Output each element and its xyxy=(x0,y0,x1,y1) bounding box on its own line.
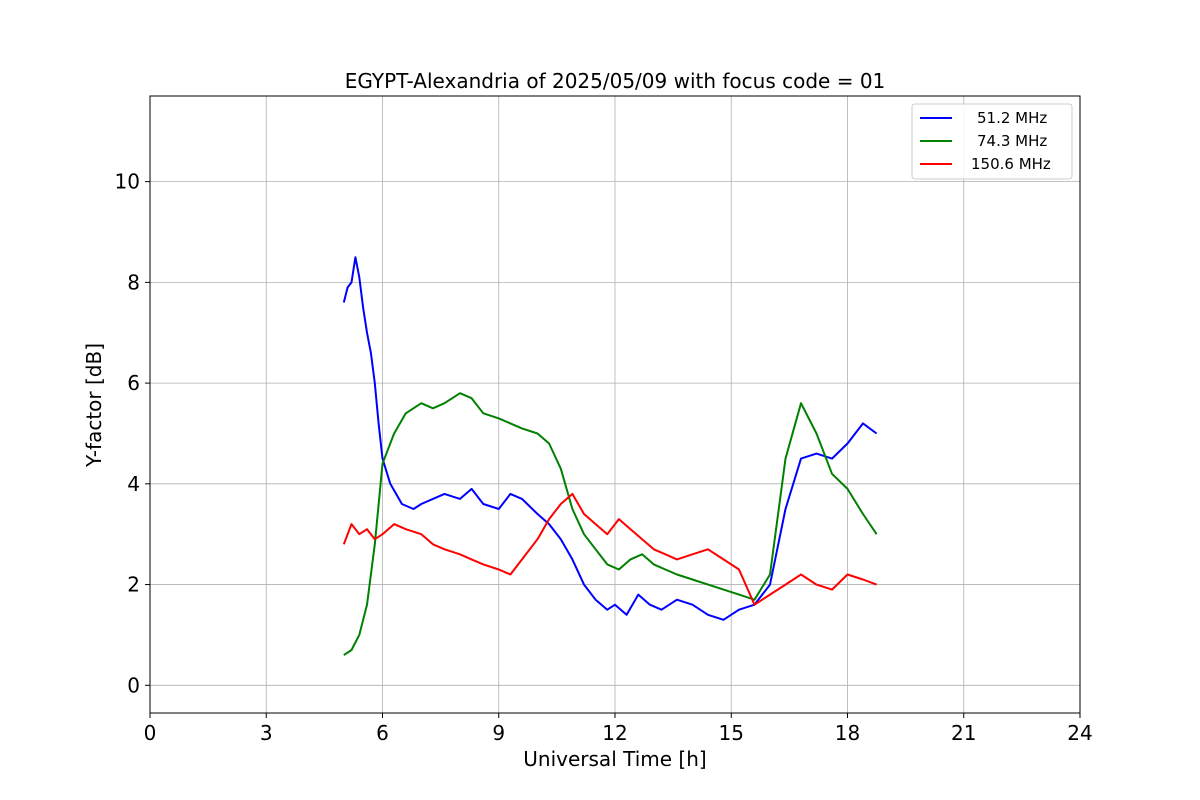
x-axis-ticks: 0 3 6 9 12 15 18 21 24 xyxy=(144,713,1093,745)
y-axis-ticks: 0 2 4 6 8 10 xyxy=(115,170,150,697)
y-axis-label: Y-factor [dB] xyxy=(82,343,106,468)
legend-label-51-2: 51.2 MHz xyxy=(977,109,1047,127)
y-tick-label: 0 xyxy=(127,673,140,697)
legend: 51.2 MHz 74.3 MHz 150.6 MHz xyxy=(911,103,1073,180)
y-tick-label: 4 xyxy=(127,472,140,496)
x-tick-label: 6 xyxy=(376,721,389,745)
legend-box xyxy=(911,103,1073,180)
legend-label-150-6: 150.6 MHz xyxy=(971,155,1051,173)
series-line-2 xyxy=(342,492,877,606)
series-layer xyxy=(342,256,878,656)
y-tick-label: 2 xyxy=(127,573,140,597)
x-tick-label: 15 xyxy=(719,721,744,745)
x-tick-label: 0 xyxy=(144,721,157,745)
x-tick-label: 21 xyxy=(951,721,976,745)
series-line-1 xyxy=(343,392,878,656)
x-tick-label: 18 xyxy=(835,721,860,745)
y-tick-label: 10 xyxy=(115,170,140,194)
legend-label-74-3: 74.3 MHz xyxy=(977,132,1047,150)
y-tick-label: 8 xyxy=(127,270,140,294)
x-tick-label: 3 xyxy=(260,721,273,745)
x-tick-label: 24 xyxy=(1067,721,1092,745)
y-tick-label: 6 xyxy=(127,371,140,395)
x-axis-label: Universal Time [h] xyxy=(523,747,706,771)
x-tick-label: 12 xyxy=(602,721,627,745)
chart-title: EGYPT-Alexandria of 2025/05/09 with focu… xyxy=(345,69,886,93)
x-tick-label: 9 xyxy=(492,721,505,745)
